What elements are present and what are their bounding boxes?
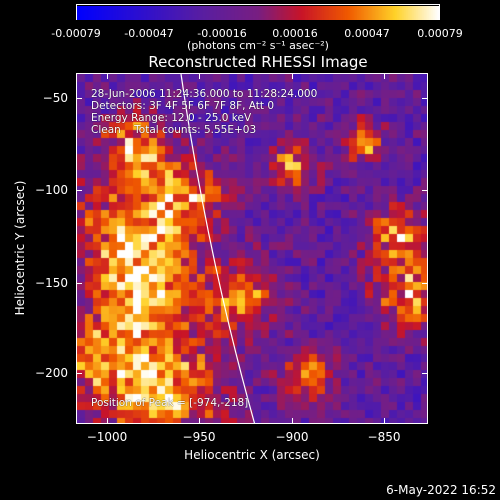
y-tick-label: −100 — [35, 183, 68, 197]
y-tick-mark — [422, 98, 428, 99]
colorbar-tick: -0.00016 — [197, 27, 247, 40]
info-detectors: Detectors: 3F 4F 5F 6F 7F 8F, Att 0 — [91, 100, 275, 112]
x-tick-label: −900 — [275, 430, 309, 444]
y-tick-label: −200 — [35, 366, 68, 380]
colorbar-gradient — [77, 6, 439, 20]
colorbar — [76, 4, 440, 20]
heatmap-image — [77, 74, 427, 423]
x-tick-label: −850 — [367, 430, 401, 444]
x-tick-mark — [292, 418, 293, 424]
x-tick-mark — [384, 73, 385, 79]
y-tick-mark — [422, 190, 428, 191]
info-peak-position: Position of Peak = [-974,-218] — [91, 397, 249, 409]
y-tick-mark — [76, 373, 82, 374]
y-axis-label: Heliocentric Y (arcsec) — [13, 180, 27, 316]
x-tick-mark — [107, 73, 108, 79]
colorbar-tick: 0.00047 — [344, 27, 390, 40]
colorbar-tick: -0.00079 — [51, 27, 101, 40]
colorbar-unit-label: (photons cm⁻² s⁻¹ asec⁻²) — [187, 39, 329, 52]
x-tick-mark — [107, 418, 108, 424]
y-tick-mark — [76, 98, 82, 99]
y-tick-mark — [76, 190, 82, 191]
y-tick-label: −150 — [35, 276, 68, 290]
solar-limb-line — [180, 74, 256, 423]
x-tick-mark — [199, 418, 200, 424]
x-axis-label: Heliocentric X (arcsec) — [184, 448, 320, 462]
colorbar-tick: 0.00079 — [417, 27, 463, 40]
y-tick-mark — [422, 283, 428, 284]
info-time-range: 28-Jun-2006 11:24:36.000 to 11:28:24.000 — [91, 88, 318, 100]
colorbar-tick: -0.00047 — [124, 27, 174, 40]
colorbar-tick: 0.00016 — [272, 27, 318, 40]
solar-limb-overlay — [180, 74, 256, 423]
info-energy-range: Energy Range: 12.0 - 25.0 keV — [91, 112, 252, 124]
y-tick-label: −50 — [42, 91, 68, 105]
heatmap-plot — [76, 73, 428, 424]
x-tick-label: −950 — [182, 430, 216, 444]
y-tick-mark — [422, 373, 428, 374]
y-tick-mark — [76, 283, 82, 284]
info-clean-counts: Clean Total counts: 5.55E+03 — [91, 124, 257, 136]
x-tick-mark — [384, 418, 385, 424]
timestamp: 6-May-2022 16:52 — [386, 483, 496, 497]
x-tick-label: −1000 — [86, 430, 128, 444]
x-tick-mark — [292, 73, 293, 79]
x-tick-mark — [199, 73, 200, 79]
plot-title: Reconstructed RHESSI Image — [148, 53, 368, 71]
